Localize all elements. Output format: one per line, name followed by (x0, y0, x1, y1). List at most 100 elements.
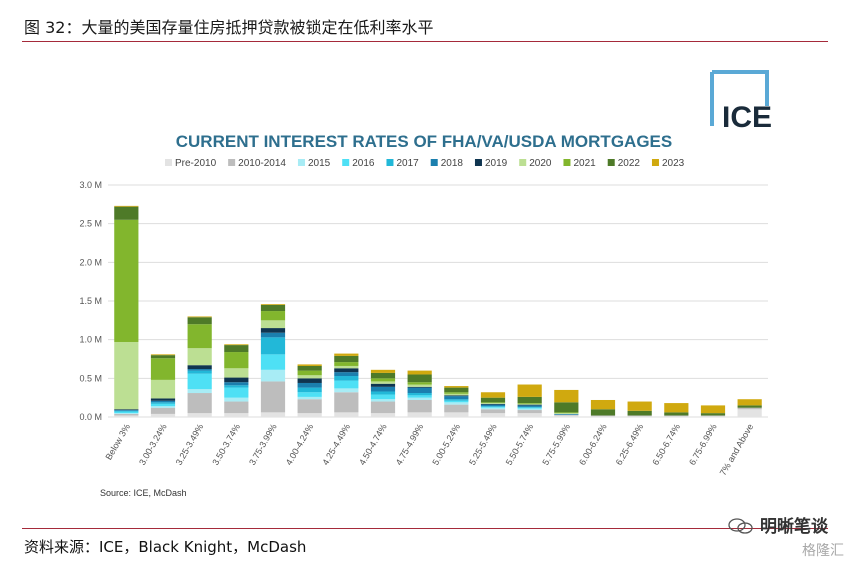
bar-segment (737, 409, 762, 417)
bar-segment (334, 376, 359, 381)
bar-segment (480, 403, 506, 405)
bar-segment (480, 407, 506, 410)
bar-segment (187, 324, 212, 349)
bar-segment (554, 413, 579, 415)
x-tick-label: 3.25-3.49% (174, 422, 206, 467)
bar-segment (187, 348, 212, 366)
bar-segment (590, 399, 616, 410)
y-tick-label: 2.0 M (79, 257, 102, 267)
bar-segment (627, 410, 652, 416)
bar-segment (627, 401, 652, 411)
bar-segment (224, 352, 249, 369)
bar-segment (407, 382, 432, 385)
bar-segment (407, 384, 432, 387)
bar-segment (627, 416, 652, 417)
bar-segment (370, 391, 396, 395)
bar-segment (260, 369, 286, 382)
bar-segment (150, 407, 176, 414)
bar-segment (407, 393, 432, 396)
bar-segment (444, 393, 469, 396)
bar-segment (297, 387, 322, 393)
legend-swatch (430, 159, 438, 166)
bar-segment (480, 413, 506, 417)
bar-segment (297, 399, 322, 414)
ice-logo-text: ICE (722, 101, 772, 134)
bar-segment (150, 400, 176, 403)
bar-segment (554, 413, 579, 414)
bar-segment (444, 392, 469, 394)
bar-segment (370, 378, 396, 382)
bar-segment (334, 365, 359, 369)
bar-segment (480, 403, 506, 404)
bar-segment (480, 404, 506, 407)
legend-label: 2020 (529, 158, 552, 169)
bar-segment (150, 354, 176, 356)
x-tick-label: Below 3% (103, 422, 132, 462)
bar-segment (517, 407, 542, 409)
y-tick-label: 1.0 M (79, 335, 102, 345)
bar-segment (334, 380, 359, 389)
bar-segment (334, 355, 359, 363)
bar-segment (737, 407, 762, 410)
bar-segment (297, 365, 322, 371)
bar-segment (737, 405, 762, 408)
legend-swatch (342, 159, 350, 166)
bar-segment (260, 337, 286, 355)
legend-swatch (386, 159, 394, 166)
legend-label: 2016 (352, 158, 375, 169)
chart-title: CURRENT INTEREST RATES OF FHA/VA/USDA MO… (176, 132, 672, 151)
bar-segment (517, 396, 542, 404)
bar-segment (480, 409, 506, 414)
bar-segment (480, 406, 506, 408)
legend-swatch (563, 159, 571, 166)
bar-segment (370, 413, 396, 417)
bar-segment (444, 404, 469, 413)
bar-segment (187, 413, 212, 417)
bar-segment (554, 412, 579, 414)
bar-segment (334, 388, 359, 393)
y-tick-label: 2.5 M (79, 219, 102, 229)
bar-segment (444, 412, 469, 417)
x-tick-label: 4.50-4.74% (357, 422, 389, 467)
bar-segment (224, 397, 249, 402)
bar-segment (187, 370, 212, 374)
bar-segment (297, 392, 322, 397)
bar-segment (297, 375, 322, 379)
x-tick-label: 3.75-3.99% (247, 422, 279, 467)
legend-label: 2021 (573, 158, 596, 169)
bar-segment (150, 398, 176, 401)
legend-label: 2018 (441, 158, 464, 169)
source-footer: 资料来源：ICE，Black Knight，McDash (24, 538, 307, 556)
bar-segment (114, 409, 139, 411)
bar-segment (480, 392, 506, 398)
bar-segment (334, 392, 359, 413)
ice-logo-bracket (712, 70, 769, 106)
bar-segment (224, 385, 249, 388)
legend-label: 2019 (485, 158, 508, 169)
x-tick-label: 5.50-5.74% (504, 422, 536, 467)
x-axis: Below 3% 3.00-3.24% 3.25-3.49% 3.50-3.74% 3.… (103, 422, 755, 477)
bar-segment (150, 402, 176, 404)
bar-segment (187, 393, 212, 414)
bar-segment (444, 396, 469, 400)
bar-segment (407, 370, 432, 375)
bar-segment (590, 416, 616, 417)
bar-segment (150, 406, 176, 408)
bar-segment (114, 205, 139, 207)
legend-label: 2010-2014 (238, 158, 286, 169)
x-tick-label: 6.00-6.24% (577, 422, 609, 467)
bar-segment (114, 341, 139, 410)
bar-segment (297, 364, 322, 366)
legend-label: Pre-2010 (175, 158, 217, 169)
bar-segment (187, 365, 212, 370)
bar-segment (517, 406, 542, 408)
watermark-brand: 明晰笔谈 (760, 517, 828, 537)
wechat-icon (728, 518, 753, 534)
bar-segment (480, 402, 506, 404)
bar-segment (627, 415, 652, 417)
bar-segment (297, 382, 322, 388)
y-tick-label: 1.5 M (79, 296, 102, 306)
bar-segment (407, 412, 432, 417)
x-tick-label: 6.50-6.74% (650, 422, 682, 467)
